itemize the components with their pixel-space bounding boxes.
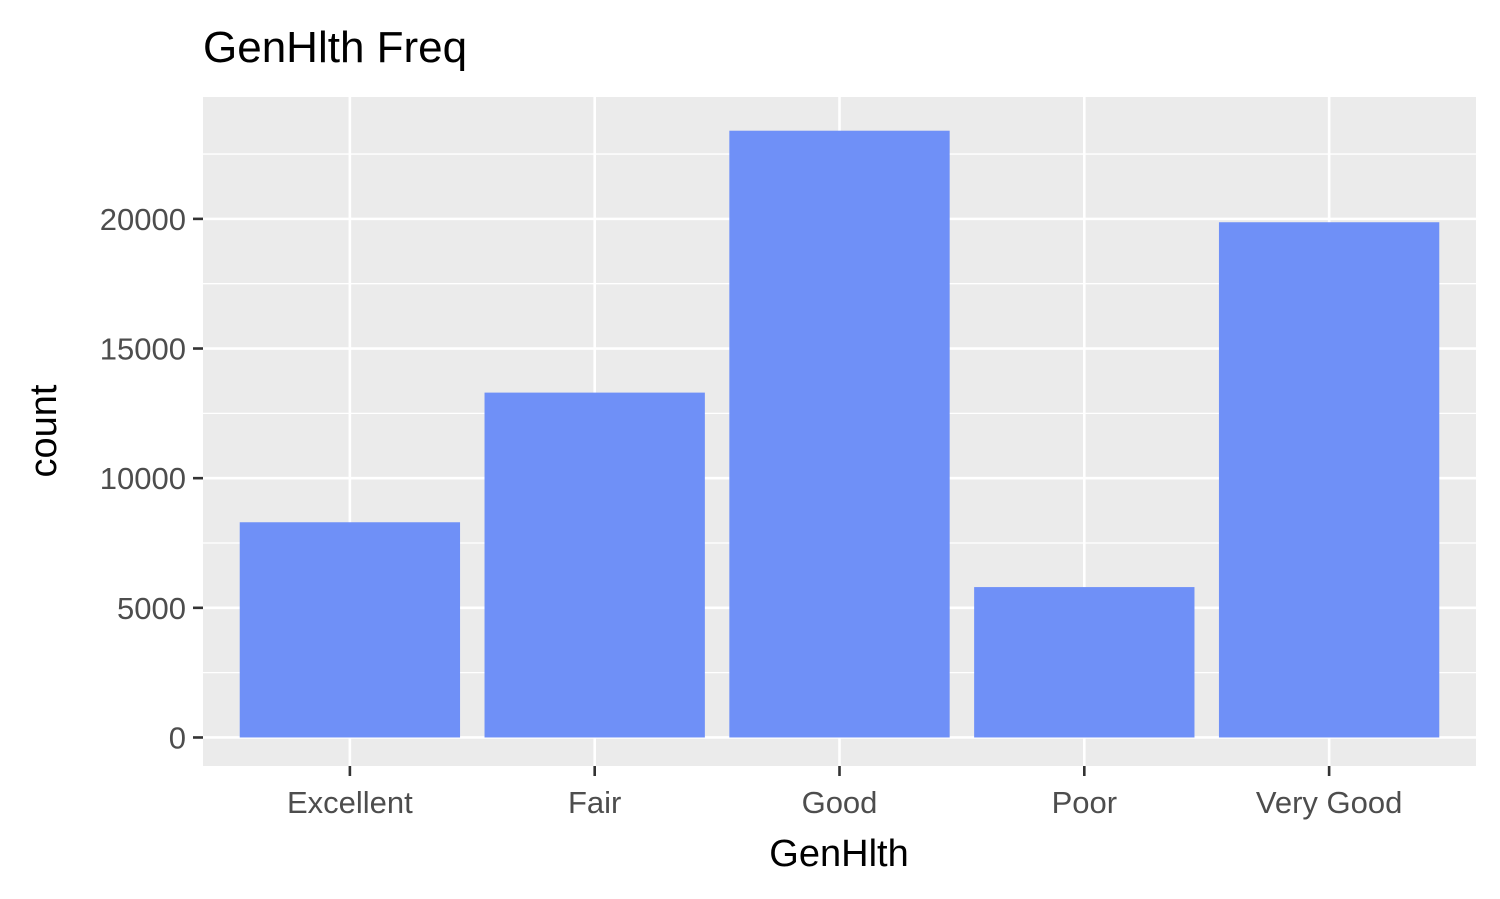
chart-title: GenHlth Freq [203, 23, 467, 72]
bar [484, 392, 705, 738]
bar [974, 587, 1195, 738]
bar [239, 522, 461, 738]
x-axis: Excellent Fair Good Poor Very Good [287, 766, 1402, 820]
y-axis: 0 5000 10000 15000 20000 [100, 202, 203, 755]
y-tick-label: 20000 [100, 202, 186, 237]
bar [1218, 222, 1440, 738]
y-axis-title: count [23, 384, 65, 477]
x-tick-label: Very Good [1256, 785, 1402, 820]
y-tick-label: 5000 [117, 591, 186, 626]
x-tick-label: Excellent [287, 785, 413, 820]
y-tick-label: 0 [169, 720, 186, 755]
bar [729, 130, 950, 738]
y-tick-label: 10000 [100, 461, 186, 496]
x-tick-label: Poor [1052, 785, 1117, 820]
x-tick-label: Fair [568, 785, 621, 820]
y-tick-label: 15000 [100, 332, 186, 367]
bars [239, 130, 1440, 738]
x-tick-label: Good [802, 785, 878, 820]
x-axis-title: GenHlth [769, 833, 908, 875]
